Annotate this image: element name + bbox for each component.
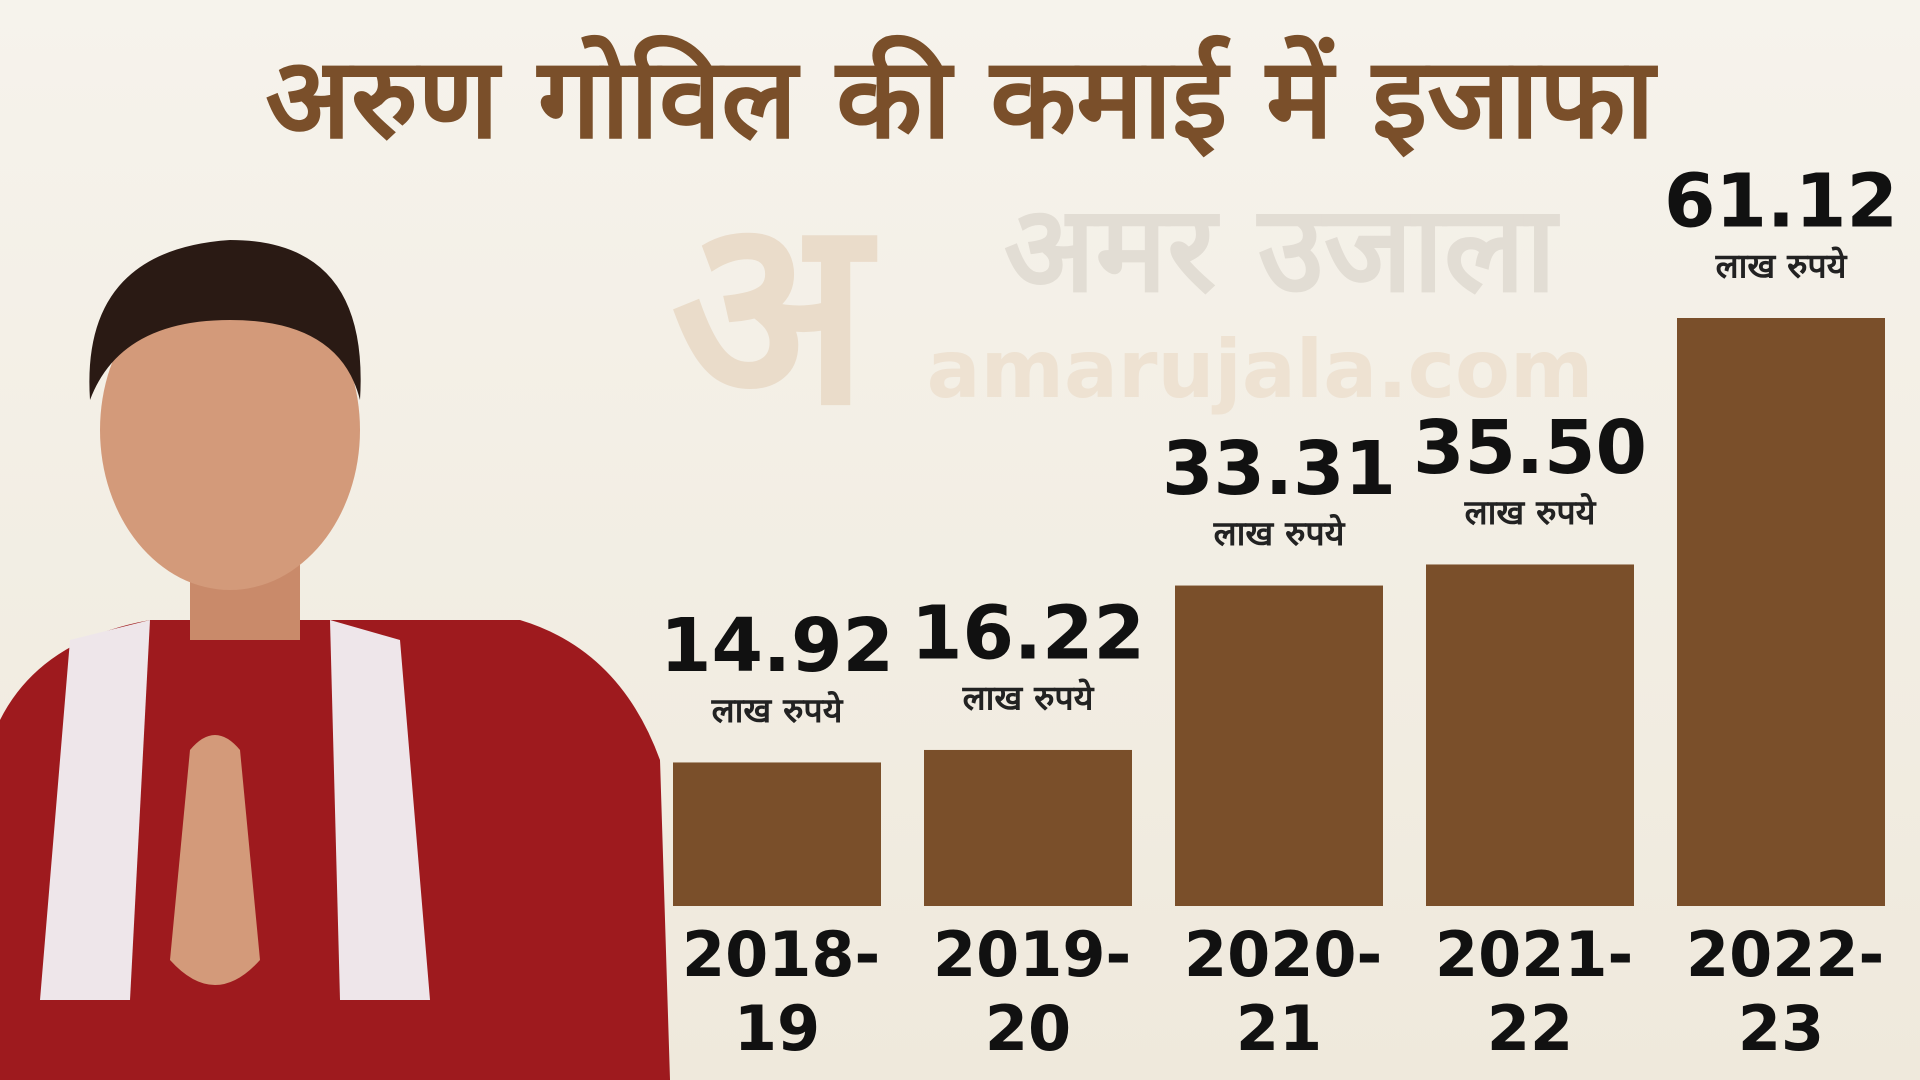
watermark-logo: अ — [671, 161, 878, 463]
unit-label: लाख रुपये — [1715, 246, 1848, 287]
x-tick-label: 2021-22 — [1435, 918, 1634, 1065]
bar — [673, 762, 881, 906]
bar — [1677, 318, 1885, 906]
bar — [1426, 564, 1634, 906]
portrait — [0, 240, 670, 1080]
value-label: 35.50 — [1413, 405, 1647, 491]
value-label: 61.12 — [1664, 159, 1898, 245]
unit-label: लाख रुपये — [1464, 492, 1597, 533]
x-tick-label: 2020-21 — [1184, 918, 1383, 1065]
bar — [1175, 585, 1383, 906]
value-label: 16.22 — [911, 590, 1145, 676]
unit-label: लाख रुपये — [962, 677, 1095, 718]
chart-title: अरुण गोविल की कमाई में इजाफा — [265, 34, 1658, 164]
x-tick-label: 2019-20 — [933, 918, 1132, 1065]
unit-label: लाख रुपये — [1213, 513, 1346, 554]
value-label: 33.31 — [1162, 426, 1396, 512]
x-tick-label: 2018-19 — [682, 918, 881, 1065]
x-tick-label: 2022-23 — [1686, 918, 1885, 1065]
watermark-site: amarujala.com — [927, 323, 1594, 416]
bar — [924, 749, 1132, 906]
watermark-brand: अमर उजाला — [1004, 181, 1561, 320]
value-label: 14.92 — [660, 603, 894, 689]
unit-label: लाख रुपये — [711, 690, 844, 731]
